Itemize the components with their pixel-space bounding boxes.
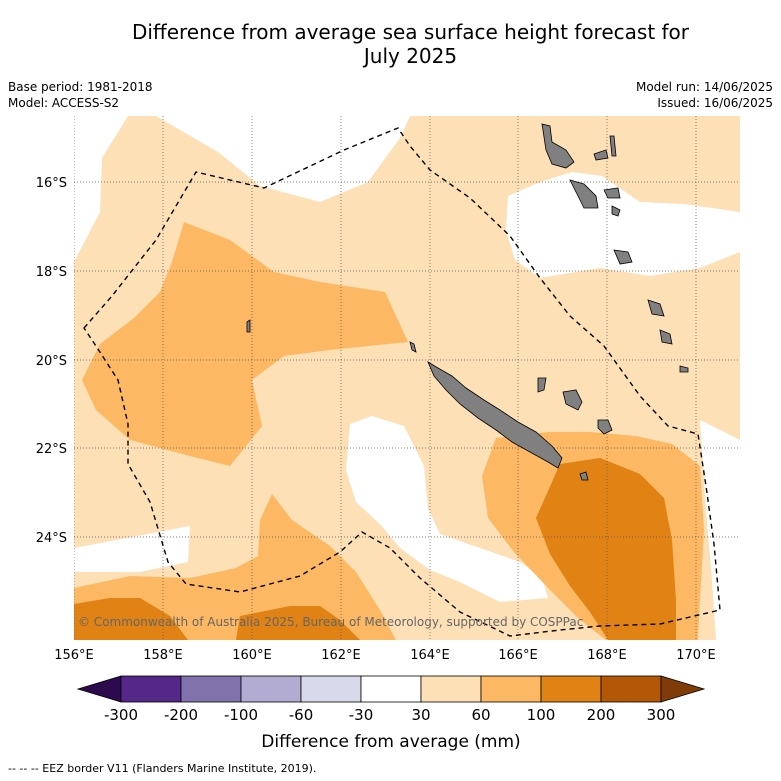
loyalty-island-2 [597, 419, 613, 435]
colorbar-extend-high [660, 675, 706, 703]
colorbar-label: Difference from average (mm) [261, 732, 520, 752]
lon-tick-label: 160°E [232, 648, 272, 663]
colorbar-tick-label: 300 [647, 706, 676, 724]
epi-island [611, 205, 621, 217]
anomaly-band-60-100-south [74, 494, 396, 640]
colorbar-bin [480, 675, 542, 703]
erromango-island [613, 249, 633, 265]
copyright-text: © Commonwealth of Australia 2025, Bureau… [78, 615, 583, 629]
neutral-zone-southwest [74, 526, 190, 572]
belep-island [409, 341, 417, 353]
neutral-zone-southeast [700, 420, 740, 640]
lon-tick-labels: 156°E 158°E 160°E 162°E 164°E 166°E 168°… [54, 648, 716, 663]
lon-tick-label: 162°E [321, 648, 361, 663]
efate-island [603, 187, 621, 199]
tanna-island [647, 299, 665, 317]
colorbar-tick-label: 100 [527, 706, 556, 724]
lon-tick-label: 166°E [498, 648, 538, 663]
neutral-zone-north [156, 116, 410, 202]
issued-date: Issued: 16/06/2025 [657, 96, 773, 110]
colorbar: -300 -200 -100 -60 -30 30 60 100 200 300… [76, 675, 706, 752]
colorbar-tick-label: 60 [471, 706, 490, 724]
loyalty-island-1 [562, 389, 583, 411]
colorbar-bin [360, 675, 422, 703]
loyalty-island-3 [537, 377, 547, 393]
colorbar-tick-label: -200 [164, 706, 198, 724]
colorbar-tick-labels: -300 -200 -100 -60 -30 30 60 100 200 300 [104, 706, 675, 724]
lat-tick-label: 16°S [36, 176, 67, 191]
graticule [74, 116, 740, 640]
colorbar-tick-label: -60 [289, 706, 314, 724]
eez-border [83, 127, 721, 637]
colorbar-bin [420, 675, 482, 703]
colorbar-bin [240, 675, 302, 703]
chesterfield-reef [246, 319, 251, 333]
colorbar-tick-label: -100 [224, 706, 258, 724]
anomaly-band-100-200-southeast [536, 458, 676, 640]
colorbar-bin [600, 675, 662, 703]
lon-tick-label: 168°E [587, 648, 627, 663]
colorbar-bin [180, 675, 242, 703]
map-area [74, 116, 740, 640]
title-line-2: July 2025 [363, 44, 458, 68]
malakula-island [569, 179, 599, 209]
colorbar-extend-low [76, 675, 122, 703]
colorbar-tick-label: -30 [349, 706, 374, 724]
colorbar-tick-label: 30 [411, 706, 430, 724]
neutral-zone-northeast [506, 172, 740, 278]
footnote: -- -- -- EEZ border V11 (Flanders Marine… [8, 762, 317, 775]
anomaly-band-100-200-southwest [74, 598, 188, 640]
neutral-zone-central [346, 416, 548, 602]
colorbar-tick-label: -300 [104, 706, 138, 724]
lat-tick-label: 24°S [36, 531, 67, 546]
aneityum-island [659, 329, 673, 345]
lon-tick-label: 164°E [410, 648, 450, 663]
base-period: Base period: 1981-2018 [8, 80, 153, 94]
ambae-island [593, 149, 609, 161]
anomaly-band-100-200-south [236, 606, 360, 640]
lat-tick-label: 18°S [36, 265, 67, 280]
lon-tick-label: 170°E [676, 648, 716, 663]
lat-tick-labels: 16°S 18°S 20°S 22°S 24°S [36, 176, 67, 546]
new-caledonia-main-island [427, 361, 563, 469]
colorbar-tick-label: 200 [587, 706, 616, 724]
espiritu-santo-island [541, 123, 575, 169]
colorbar-bin [120, 675, 182, 703]
pentecost-island [609, 135, 617, 157]
neutral-zone-northwest [74, 116, 128, 262]
model-run: Model run: 14/06/2025 [635, 80, 773, 94]
colorbar-bin [300, 675, 362, 703]
lon-tick-label: 158°E [143, 648, 183, 663]
metadata-left: Base period: 1981-2018 Model: ACCESS-S2 [8, 79, 153, 111]
lat-tick-label: 22°S [36, 442, 67, 457]
isle-of-pines [579, 471, 589, 481]
colorbar-bin [540, 675, 602, 703]
lat-tick-label: 20°S [36, 354, 67, 369]
model-name: Model: ACCESS-S2 [8, 96, 120, 110]
chart-title: Difference from average sea surface heig… [40, 20, 781, 68]
title-line-1: Difference from average sea surface heig… [131, 20, 690, 44]
anomaly-band-60-100-west [82, 222, 408, 466]
metadata-right: Model run: 14/06/2025 Issued: 16/06/2025 [636, 79, 773, 111]
small-island [679, 365, 689, 373]
land [246, 123, 689, 481]
lon-tick-label: 156°E [54, 648, 94, 663]
